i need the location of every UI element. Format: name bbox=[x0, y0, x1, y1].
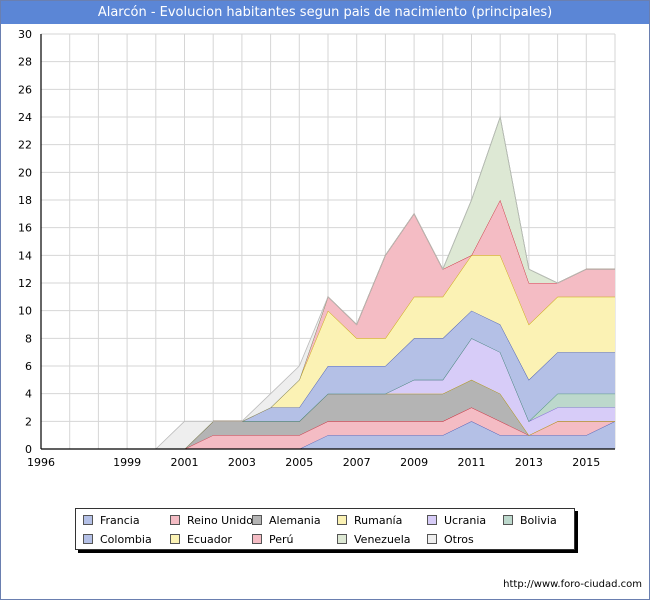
legend-swatch bbox=[252, 515, 262, 525]
legend-label: Francia bbox=[100, 514, 140, 527]
legend-label: Perú bbox=[269, 533, 294, 546]
legend-swatch bbox=[170, 515, 180, 525]
legend-swatch bbox=[170, 534, 180, 544]
y-tick-label: 2 bbox=[25, 415, 32, 428]
area-series bbox=[41, 115, 616, 450]
x-tick-label: 2015 bbox=[572, 456, 600, 469]
legend: Francia Reino Unido Alemania Rumanía Ucrania… bbox=[75, 508, 575, 550]
legend-swatch bbox=[503, 515, 513, 525]
legend-label: Rumanía bbox=[354, 514, 403, 527]
legend-label: Ecuador bbox=[187, 533, 232, 546]
x-tick-label: 2001 bbox=[171, 456, 199, 469]
y-tick-label: 4 bbox=[25, 388, 32, 401]
area-ucrania bbox=[41, 338, 615, 449]
x-tick-label: 2003 bbox=[228, 456, 256, 469]
y-tick-label: 30 bbox=[18, 28, 32, 41]
legend-label: Bolivia bbox=[520, 514, 557, 527]
axes bbox=[40, 34, 615, 450]
y-tick-label: 0 bbox=[25, 443, 32, 456]
y-tick-label: 24 bbox=[18, 111, 32, 124]
y-tick-label: 26 bbox=[18, 83, 32, 96]
y-tick-label: 20 bbox=[18, 166, 32, 179]
legend-label: Colombia bbox=[100, 533, 152, 546]
x-tick-label: 1996 bbox=[27, 456, 55, 469]
chart-title: Alarcón - Evolucion habitantes segun pai… bbox=[1, 1, 649, 24]
legend-label: Reino Unido bbox=[187, 514, 253, 527]
legend-swatch bbox=[337, 515, 347, 525]
legend-label: Otros bbox=[444, 533, 474, 546]
y-tick-label: 8 bbox=[25, 332, 32, 345]
area-ecuador bbox=[41, 255, 615, 449]
legend-swatch bbox=[427, 534, 437, 544]
y-tick-label: 16 bbox=[18, 222, 32, 235]
legend-label: Alemania bbox=[269, 514, 321, 527]
x-tick-label: 2013 bbox=[515, 456, 543, 469]
y-tick-label: 28 bbox=[18, 56, 32, 69]
area-reino-unido bbox=[41, 407, 615, 449]
area-colombia bbox=[41, 310, 615, 449]
legend-label: Ucrania bbox=[444, 514, 487, 527]
x-tick-label: 2007 bbox=[343, 456, 371, 469]
y-tick-label: 12 bbox=[18, 277, 32, 290]
y-tick-label: 10 bbox=[18, 305, 32, 318]
y-tick-label: 6 bbox=[25, 360, 32, 373]
source-link[interactable]: http://www.foro-ciudad.com bbox=[503, 579, 642, 590]
x-tick-label: 2011 bbox=[458, 456, 486, 469]
legend-swatch bbox=[83, 534, 93, 544]
x-tick-label: 1999 bbox=[113, 456, 141, 469]
x-tick-label: 2005 bbox=[285, 456, 313, 469]
area-francia bbox=[41, 421, 615, 449]
y-tick-label: 18 bbox=[18, 194, 32, 207]
legend-swatch bbox=[337, 534, 347, 544]
legend-label: Venezuela bbox=[354, 533, 411, 546]
legend-swatch bbox=[427, 515, 437, 525]
x-tick-label: 2009 bbox=[400, 456, 428, 469]
legend-swatch bbox=[252, 534, 262, 544]
y-tick-label: 14 bbox=[18, 249, 32, 262]
legend-swatch bbox=[83, 515, 93, 525]
y-tick-label: 22 bbox=[18, 139, 32, 152]
area-alemania bbox=[41, 379, 615, 449]
